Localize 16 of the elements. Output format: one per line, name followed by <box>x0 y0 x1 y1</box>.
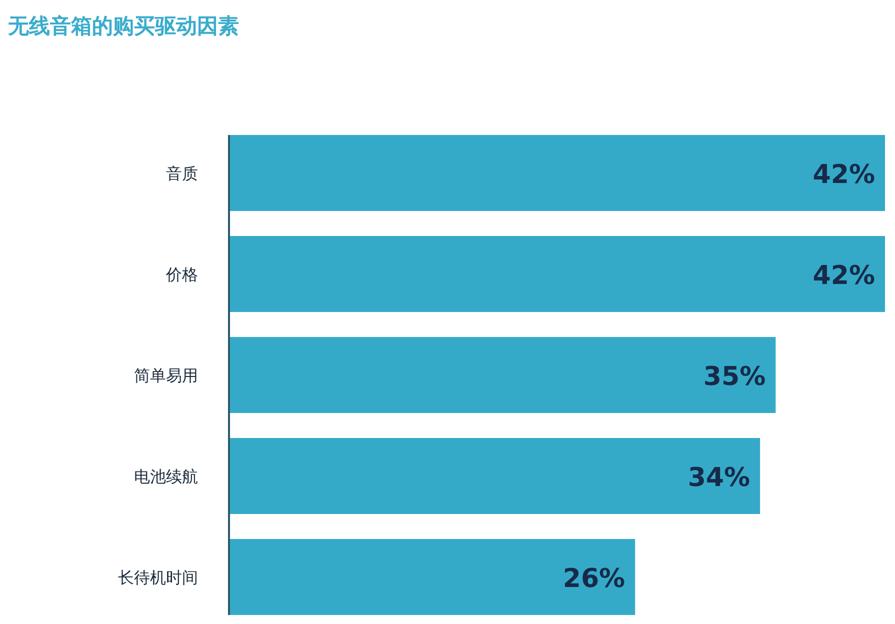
y-tick-label: 音质 <box>166 164 198 183</box>
chart-title: 无线音箱的购买驱动因素 <box>7 14 239 38</box>
data-label: 26% <box>562 564 626 594</box>
data-label: 42% <box>812 160 875 190</box>
y-tick-label: 价格 <box>165 265 198 284</box>
bar <box>229 236 885 312</box>
data-label: 34% <box>688 463 750 493</box>
y-tick-label: 电池续航 <box>134 467 198 486</box>
y-tick-label: 简单易用 <box>134 366 198 385</box>
bar <box>229 337 776 413</box>
data-label: 42% <box>812 261 875 291</box>
data-label: 35% <box>703 362 766 392</box>
bar <box>229 438 760 514</box>
y-tick-label: 长待机时间 <box>118 568 198 587</box>
bar <box>229 539 636 615</box>
bar <box>229 135 885 211</box>
